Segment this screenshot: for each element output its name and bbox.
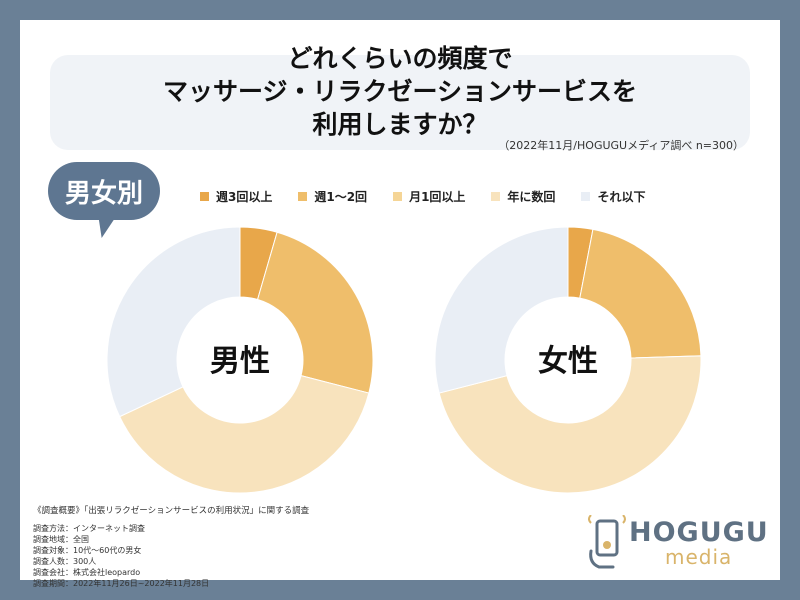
legend-label: 年に数回 — [507, 190, 556, 204]
legend-swatch — [581, 192, 591, 201]
footnote-line: 調査対象：10代〜60代の男女 — [33, 546, 142, 555]
title-line-1: どれくらいの頻度で — [287, 44, 513, 73]
legend-item: 月1回以上 — [393, 188, 465, 205]
logo-sub: media — [665, 545, 733, 569]
donut-slice-週1〜2回 — [256, 231, 374, 394]
legend-label: それ以下 — [597, 190, 646, 204]
legend-swatch — [200, 192, 209, 201]
legend-swatch — [491, 192, 501, 201]
legend: 週3回以上 週1〜2回 月1回以上 年に数回 それ以下 — [200, 188, 645, 205]
title-line-3: 利用しますか？ — [312, 110, 488, 139]
legend-item: それ以下 — [581, 188, 645, 205]
logo-name: HOGUGU — [629, 517, 769, 548]
source-note: （2022年11月/HOGUGUメディア調べ n=300） — [498, 139, 744, 152]
legend-label: 月1回以上 — [409, 190, 466, 204]
hogugu-logo: HOGUGU media — [585, 515, 775, 575]
footnote-line: 調査方法：インターネット調査 — [33, 524, 145, 533]
legend-item: 週3回以上 — [200, 188, 272, 205]
donut-center-label: 女性 — [538, 344, 598, 379]
legend-item: 年に数回 — [491, 188, 555, 205]
footnote-heading: 《調査概要》「出張リラクゼーションサービスの利用状況」に関する調査 — [33, 506, 310, 516]
survey-footnote: 《調査概要》「出張リラクゼーションサービスの利用状況」に関する調査 調査方法：イ… — [33, 506, 309, 589]
legend-item: 週1〜2回 — [298, 188, 367, 205]
footnote-line: 調査人数：300人 — [33, 557, 97, 566]
donut-slice-年に数回 — [118, 375, 370, 494]
donut-slice-それ以下 — [434, 226, 569, 394]
donut-slice-それ以下 — [106, 226, 241, 418]
footnote-line: 調査地域：全国 — [33, 535, 89, 544]
footnote-line: 調査期間：2022年11月26日~2022年11月28日 — [33, 579, 210, 588]
legend-label: 週1〜2回 — [314, 190, 368, 204]
gender-badge: 男女別 — [48, 162, 160, 220]
donut-slice-週1〜2回 — [579, 228, 702, 359]
donut-slice-年に数回 — [438, 355, 702, 494]
phone-hand-icon — [588, 515, 626, 569]
footnote-line: 調査会社：株式会社leopardo — [33, 568, 141, 577]
title-band — [50, 55, 750, 150]
legend-swatch — [393, 192, 403, 201]
title-line-2: マッサージ・リラクゼーションサービスを — [162, 77, 637, 106]
donut-center-label: 男性 — [210, 344, 270, 379]
chart-title: どれくらいの頻度で マッサージ・リラクゼーションサービスを 利用しますか？ — [20, 42, 780, 141]
legend-swatch — [298, 192, 308, 201]
legend-label: 週3回以上 — [216, 190, 273, 204]
